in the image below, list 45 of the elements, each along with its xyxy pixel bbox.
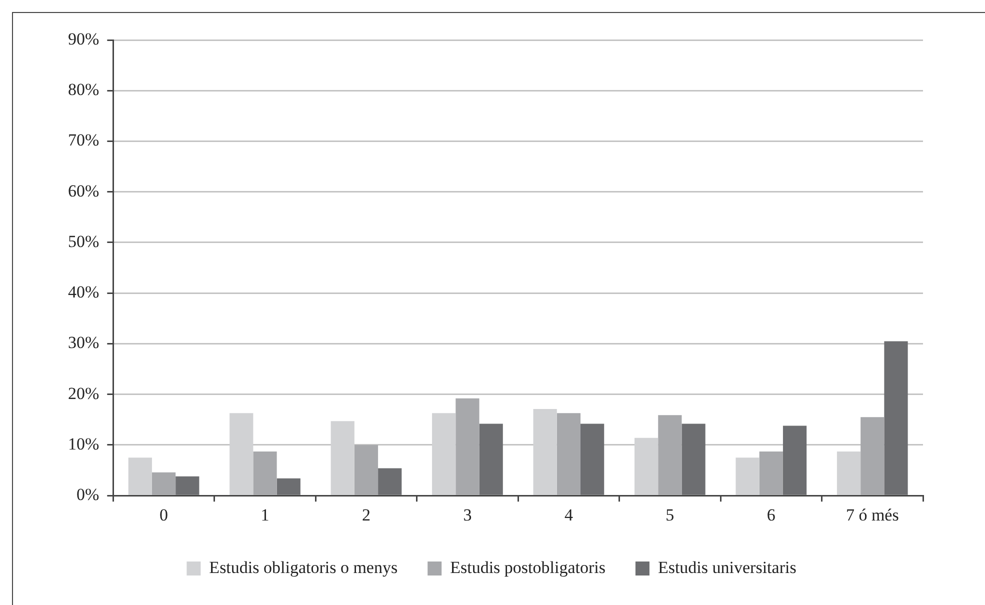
bar bbox=[128, 458, 152, 495]
x-tick-label: 3 bbox=[463, 505, 472, 524]
bar bbox=[378, 468, 402, 495]
bar bbox=[432, 413, 456, 495]
bar bbox=[533, 409, 557, 495]
bar bbox=[658, 415, 682, 495]
x-tick-label: 1 bbox=[260, 505, 270, 524]
bar bbox=[230, 413, 254, 495]
bar bbox=[556, 413, 581, 495]
y-tick-label: 30% bbox=[68, 333, 100, 352]
x-tick-label: 5 bbox=[666, 505, 674, 524]
y-tick-label: 70% bbox=[68, 130, 100, 150]
x-tick-label: 0 bbox=[160, 505, 168, 524]
bar bbox=[580, 424, 604, 495]
y-tick-label: 20% bbox=[68, 384, 100, 403]
bar bbox=[634, 438, 658, 495]
x-tick-label: 6 bbox=[766, 505, 776, 524]
y-tick-label: 0% bbox=[76, 485, 100, 504]
x-tick-label: 2 bbox=[362, 505, 370, 524]
bar bbox=[354, 444, 378, 495]
bar bbox=[330, 421, 354, 495]
y-tick-label: 50% bbox=[68, 232, 100, 251]
legend-label: Estudis postobligatoris bbox=[450, 558, 606, 577]
y-tick-label: 90% bbox=[68, 29, 100, 48]
bar bbox=[253, 452, 277, 495]
x-tick-label: 4 bbox=[564, 505, 574, 524]
bar bbox=[456, 398, 480, 495]
bar bbox=[736, 458, 760, 495]
x-tick-label: 7 ó més bbox=[846, 505, 899, 524]
y-tick-label: 40% bbox=[68, 282, 100, 302]
bar bbox=[682, 424, 706, 495]
bar bbox=[782, 426, 807, 495]
bar bbox=[860, 417, 884, 495]
bar bbox=[884, 341, 908, 495]
legend-label: Estudis obligatoris o menys bbox=[209, 558, 398, 577]
bar bbox=[176, 476, 200, 495]
y-tick-label: 80% bbox=[68, 80, 100, 100]
bar bbox=[836, 452, 861, 495]
legend-label: Estudis universitaris bbox=[658, 558, 796, 577]
bar bbox=[759, 452, 783, 495]
y-tick-label: 10% bbox=[68, 434, 100, 454]
bar bbox=[479, 424, 503, 495]
y-tick-label: 60% bbox=[68, 181, 100, 200]
bar bbox=[276, 478, 300, 495]
bar bbox=[152, 472, 176, 495]
